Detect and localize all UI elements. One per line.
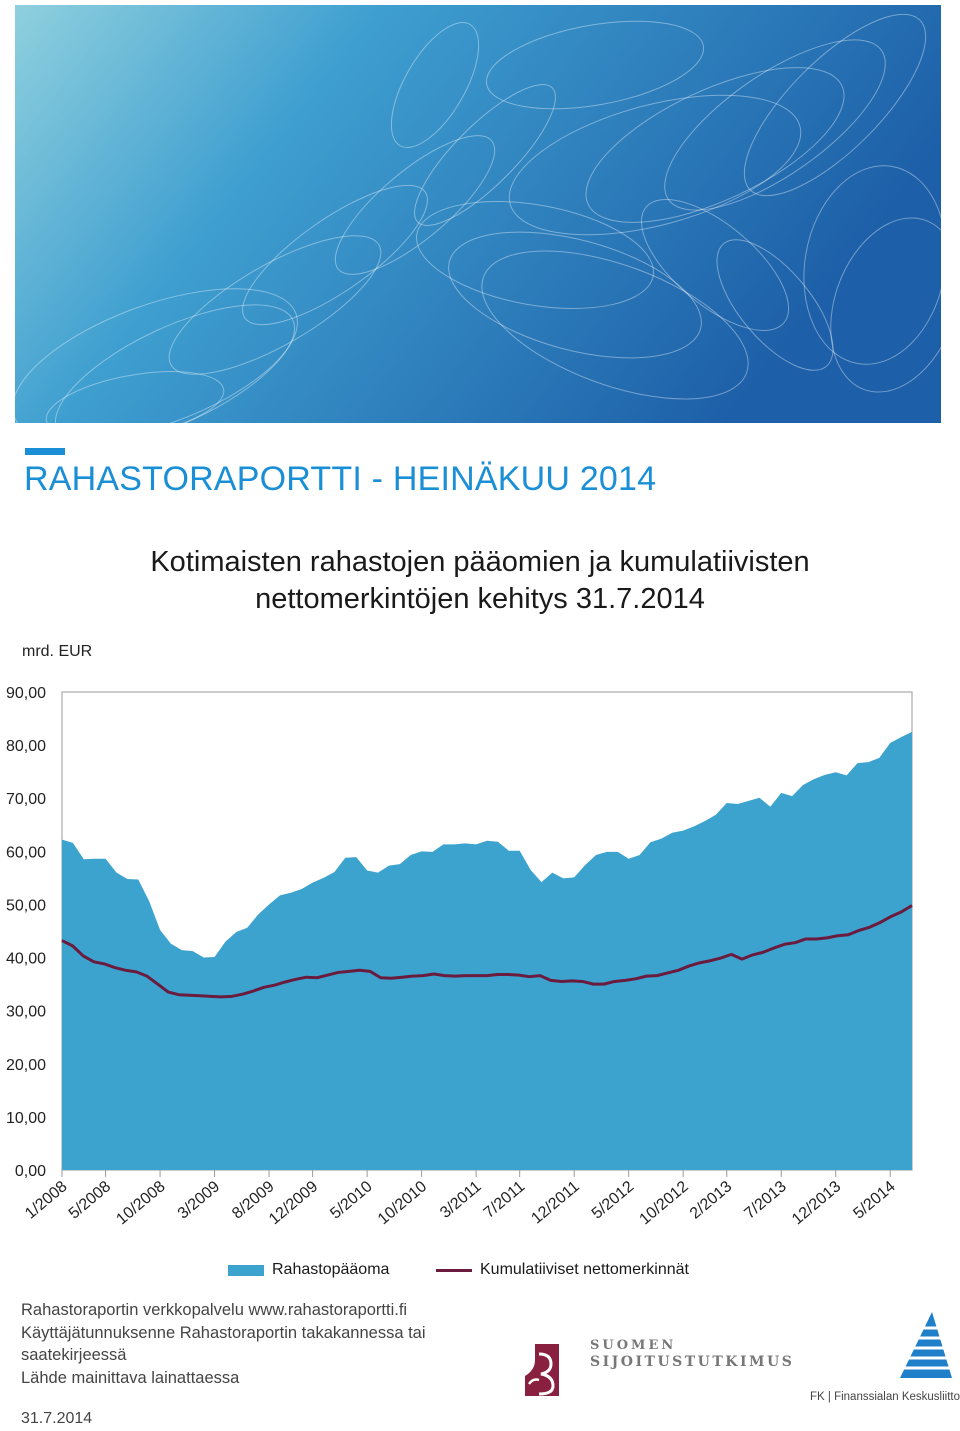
y-tick-label: 0,00 [15,1163,46,1180]
footer-notes: Rahastoraportin verkkopalvelu www.rahast… [21,1299,426,1389]
logo-ss-line1: SUOMEN [590,1338,677,1353]
x-tick-label: 5/2008 [66,1178,114,1223]
footer-web-service: Rahastoraportin verkkopalvelu www.rahast… [21,1301,408,1319]
legend-swatch-area [228,1264,264,1276]
x-tick-label: 10/2008 [113,1178,168,1228]
x-tick-label: 10/2010 [375,1178,430,1228]
x-tick-label: 5/2014 [850,1178,898,1223]
x-tick-label: 10/2012 [636,1178,691,1228]
fk-logo-text: FK | Finanssialan Keskusliitto [810,1391,960,1403]
x-tick-label: 2/2013 [687,1178,735,1223]
y-axis-unit-label: mrd. EUR [22,643,92,660]
x-tick-label: 5/2012 [589,1178,637,1223]
y-tick-label: 50,00 [6,897,46,914]
x-tick-label: 5/2010 [327,1178,375,1223]
report-title: RAHASTORAPORTTI - HEINÄKUU 2014 [24,460,657,498]
header-banner-image [15,5,941,423]
x-tick-label: 7/2011 [481,1178,529,1222]
fund-capital-chart: mrd. EUR 0,00 10,00 20,00 30,00 40,00 50,00 60… [6,643,913,1228]
y-tick-label: 40,00 [6,951,46,968]
chart-title-line1: Kotimaisten rahastojen pääomien ja kumul… [150,546,810,578]
footer-date: 31.7.2014 [21,1410,93,1427]
x-tick-label: 12/2013 [789,1178,844,1228]
y-tick-label: 70,00 [6,791,46,808]
footer-source-note: Lähde mainittava lainattaessa [21,1368,240,1387]
y-tick-label: 10,00 [6,1110,46,1127]
legend-label-line: Kumulatiiviset nettomerkinnät [480,1261,689,1278]
y-tick-label: 80,00 [6,738,46,755]
footer-credentials-cont: saatekirjeessä [21,1346,127,1364]
logo-ss-line2: SIJOITUSTUTKIMUS [590,1354,795,1370]
y-tick-label: 30,00 [6,1004,46,1021]
legend-item-area: Rahastopääoma [228,1261,389,1279]
y-tick-label: 90,00 [6,685,46,702]
x-tick-label: 3/2011 [437,1178,485,1222]
legend-item-line: Kumulatiiviset nettomerkinnät [436,1261,689,1279]
series-area-rahastopaaoma [62,731,912,1170]
dlb-logo [525,1344,559,1396]
x-tick-label: 1/2008 [22,1178,70,1223]
footer-credentials: Käyttäjätunnuksenne Rahastoraportin taka… [21,1323,426,1342]
x-tick-label: 12/2009 [266,1178,321,1228]
legend-swatch-line [436,1268,472,1272]
x-tick-label: 3/2009 [175,1178,223,1223]
y-tick-label: 60,00 [6,844,46,861]
fk-pyramid-icon [900,1312,952,1378]
title-accent-bar [25,448,65,455]
series-line-kumulatiiviset-nettomerkinnat [61,904,913,999]
x-tick-label: 7/2013 [741,1178,789,1223]
chart-title-line2: nettomerkintöjen kehitys 31.7.2014 [255,583,705,615]
suomen-sijoitustutkimus-logo: SUOMEN SIJOITUSTUTKIMUS [590,1338,794,1370]
x-tick-label: 12/2011 [528,1178,582,1228]
y-tick-label: 20,00 [6,1057,46,1074]
chart-title: Kotimaisten rahastojen pääomien ja kumul… [0,544,960,618]
legend-label-area: Rahastopääoma [272,1261,390,1278]
